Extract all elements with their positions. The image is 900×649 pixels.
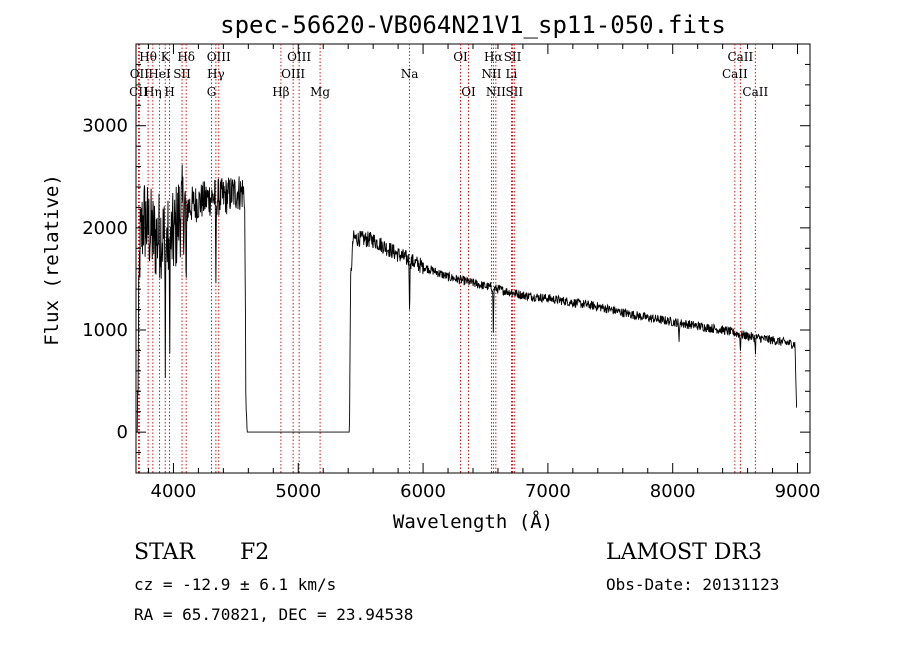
x-tick-label: 4000 (151, 481, 197, 502)
line-label: NII (481, 67, 501, 81)
line-label: OIII (207, 50, 231, 64)
line-label: SII (173, 67, 191, 81)
survey-name: LAMOST DR3 (606, 540, 762, 565)
line-label: OI (453, 50, 468, 64)
line-label: Mg (310, 85, 330, 99)
line-label: Na (401, 67, 419, 81)
y-tick-label: 2000 (82, 218, 128, 239)
x-tick-label: 9000 (775, 481, 821, 502)
line-markers (138, 44, 756, 473)
line-label: SII (504, 50, 522, 64)
x-axis-label: Wavelength (Å) (393, 510, 553, 533)
line-label: G (207, 85, 217, 99)
x-tick-label: 8000 (650, 481, 696, 502)
line-label: OI (461, 85, 476, 99)
object-subclass: F2 (240, 540, 270, 565)
line-label: CaII (742, 85, 768, 99)
spectrum-trace (136, 164, 798, 433)
line-labels: Hθ OII CII K HeI Hη Hδ SII H OIII Hγ G OIII OIII Hβ Mg N… (129, 50, 768, 99)
axes: 4000 5000 6000 7000 8000 9000 0 1000 2000 3000 (82, 43, 821, 502)
y-axis-label: Flux (relative) (41, 174, 63, 346)
x-tick-label: 6000 (400, 481, 446, 502)
plot-frame (135, 43, 811, 474)
y-tick-label: 3000 (82, 116, 128, 137)
line-label: Hβ (272, 85, 289, 99)
line-label: OIII (287, 50, 311, 64)
y-tick-label: 1000 (82, 320, 128, 341)
line-label: HeI (148, 67, 171, 81)
line-label: CaII (722, 67, 748, 81)
x-tick-label: 7000 (525, 481, 571, 502)
line-label: NII (486, 85, 506, 99)
line-label: Hδ (177, 50, 195, 64)
coordinates: RA = 65.70821, DEC = 23.94538 (134, 605, 414, 624)
object-class: STAR (134, 540, 195, 565)
y-tick-label: 0 (117, 422, 128, 443)
line-label: Hη (144, 85, 162, 99)
line-label: Hα (484, 50, 503, 64)
redshift-value: cz = -12.9 ± 6.1 km/s (134, 575, 337, 594)
line-label: K (161, 50, 171, 64)
line-label: Hθ (139, 50, 157, 64)
x-tick-label: 5000 (275, 481, 321, 502)
line-label: Li (506, 67, 518, 81)
chart-title: spec-56620-VB064N21V1_sp11-050.fits (220, 11, 726, 39)
line-label: CaII (727, 50, 753, 64)
line-label: OII (130, 67, 150, 81)
observation-date: Obs-Date: 20131123 (606, 575, 780, 594)
line-label: CII (129, 85, 148, 99)
line-label: Hγ (207, 67, 225, 81)
line-label: SII (505, 85, 523, 99)
spectrum-chart: spec-56620-VB064N21V1_sp11-050.fits Hθ OI… (41, 11, 821, 533)
line-label: H (164, 85, 174, 99)
line-label: OIII (281, 67, 305, 81)
